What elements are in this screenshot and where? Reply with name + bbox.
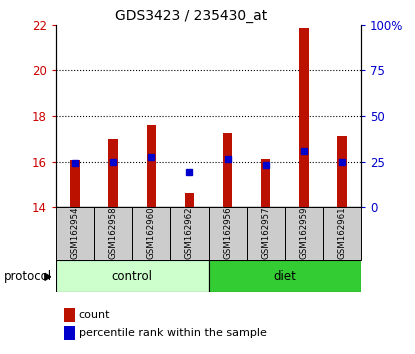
Text: percentile rank within the sample: percentile rank within the sample [79, 328, 267, 338]
FancyBboxPatch shape [171, 207, 209, 260]
FancyBboxPatch shape [247, 207, 285, 260]
Text: GSM162957: GSM162957 [261, 206, 270, 259]
Text: GSM162962: GSM162962 [185, 206, 194, 259]
Bar [261, 159, 271, 207]
Bar [146, 125, 156, 207]
FancyBboxPatch shape [94, 207, 132, 260]
Text: GSM162956: GSM162956 [223, 206, 232, 259]
FancyBboxPatch shape [209, 207, 247, 260]
Text: protocol: protocol [4, 270, 52, 283]
Bar [70, 160, 80, 207]
Text: GSM162961: GSM162961 [337, 206, 347, 259]
Text: diet: diet [273, 270, 296, 282]
Bar [185, 193, 194, 207]
Bar [108, 139, 118, 207]
FancyBboxPatch shape [56, 207, 94, 260]
Bar [223, 133, 232, 207]
FancyBboxPatch shape [285, 207, 323, 260]
Bar [64, 308, 75, 322]
Text: GSM162959: GSM162959 [299, 206, 308, 259]
Text: count: count [79, 310, 110, 320]
Text: GSM162954: GSM162954 [71, 206, 80, 259]
FancyBboxPatch shape [209, 260, 361, 292]
Text: GSM162960: GSM162960 [147, 206, 156, 259]
FancyBboxPatch shape [132, 207, 171, 260]
Bar [337, 136, 347, 207]
Text: GDS3423 / 235430_at: GDS3423 / 235430_at [115, 9, 267, 23]
Bar [64, 326, 75, 340]
Text: control: control [112, 270, 153, 282]
FancyBboxPatch shape [323, 207, 361, 260]
Polygon shape [45, 273, 51, 280]
Bar [299, 28, 309, 207]
Text: GSM162958: GSM162958 [109, 206, 118, 259]
FancyBboxPatch shape [56, 260, 209, 292]
